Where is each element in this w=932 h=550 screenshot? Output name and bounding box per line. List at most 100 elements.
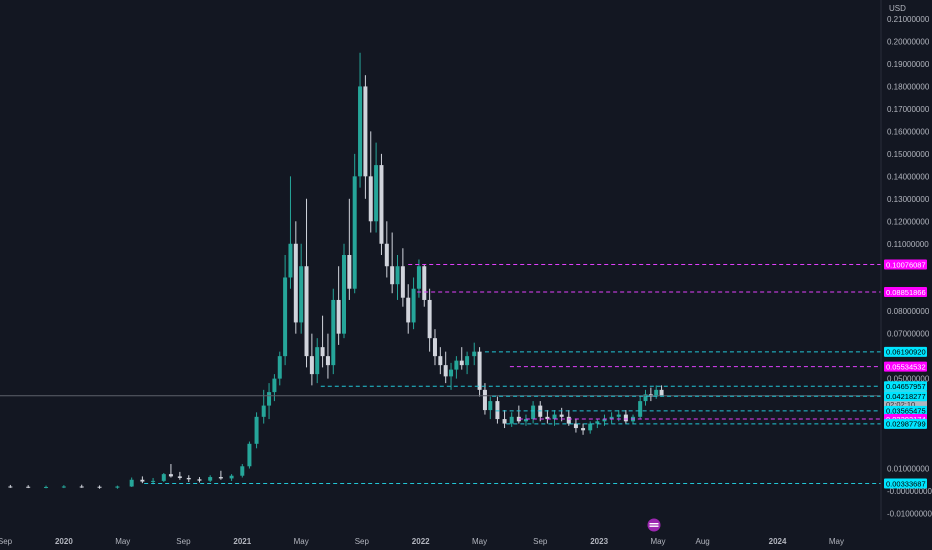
y-tick-label: 0.08000000	[887, 307, 930, 316]
candle-body	[643, 394, 648, 402]
candle-body	[79, 486, 84, 488]
candle-body	[288, 243, 293, 278]
candle-52	[400, 248, 405, 307]
candle-82	[588, 421, 593, 434]
x-tick-label: 2023	[590, 537, 608, 546]
candle-body	[545, 416, 550, 420]
logo-bar-top	[649, 523, 659, 525]
candle-28	[272, 374, 277, 402]
candle-body	[552, 414, 557, 420]
y-tick-label: 0.05000000	[887, 375, 930, 384]
candle-29	[277, 351, 282, 386]
candle-80	[573, 419, 578, 433]
price-badge-4: 0.04657957	[884, 381, 927, 392]
badge-value: 0.03565475	[886, 407, 926, 416]
x-tick-label: Sep	[0, 537, 13, 546]
candle-body	[168, 474, 173, 477]
candle-55	[416, 259, 421, 298]
candle-body	[400, 266, 405, 298]
candle-body	[379, 165, 384, 244]
candle-35	[309, 333, 314, 386]
candle-6	[26, 485, 31, 489]
candle-body	[293, 243, 298, 323]
x-tick-label: May	[294, 537, 309, 546]
candle-90	[643, 389, 648, 406]
price-badge-1: 0.08851866	[884, 287, 927, 298]
candle-body	[465, 356, 470, 366]
y-axis[interactable]: 0.21000000 0.20000000 0.19000000 0.18000000…	[887, 15, 932, 518]
candle-body	[363, 86, 368, 177]
candle-10	[97, 485, 102, 489]
candle-body	[347, 255, 352, 289]
y-tick-label: 0.16000000	[887, 127, 930, 136]
badge-value: 0.02987799	[886, 420, 926, 429]
x-tick-label: May	[472, 537, 487, 546]
x-tick-label: May	[829, 537, 844, 546]
candle-body	[299, 266, 304, 323]
candle-body	[352, 176, 357, 289]
candle-89	[638, 396, 643, 420]
candle-40	[336, 266, 341, 345]
levels-layer	[0, 264, 881, 484]
price-badge-0: 0.10076087	[884, 259, 927, 270]
candle-body	[267, 392, 272, 406]
badge-value: 0.04218277	[886, 392, 926, 401]
candle-body	[566, 416, 571, 424]
candle-36	[315, 338, 320, 384]
x-tick-label: Sep	[355, 537, 370, 546]
candle-81	[581, 423, 586, 435]
candle-body	[161, 474, 166, 481]
candle-body	[97, 486, 102, 488]
candle-body	[44, 486, 49, 488]
candle-76	[545, 410, 550, 424]
price-badges: 0.10076087 0.08851866 0.06190920 0.05534532…	[884, 259, 927, 489]
candle-34	[304, 198, 309, 368]
y-tick-label: 0.17000000	[887, 105, 930, 114]
candle-body	[309, 356, 314, 375]
candle-53	[406, 284, 411, 334]
price-badge-3: 0.05534532	[884, 361, 927, 372]
candle-body	[247, 443, 252, 467]
y-axis-unit-label: USD	[889, 4, 906, 13]
badge-box	[884, 259, 927, 270]
candle-body	[283, 277, 288, 357]
candle-67	[482, 383, 487, 415]
candle-16	[168, 464, 173, 478]
candle-30	[283, 255, 288, 366]
candle-body	[140, 479, 145, 482]
candle-body	[438, 356, 443, 366]
candle-37	[320, 315, 325, 368]
badge-value: 0.00333687	[886, 479, 926, 488]
candle-17	[177, 471, 182, 480]
candle-68	[488, 396, 493, 420]
x-tick-label: 2021	[233, 537, 251, 546]
y-tick-label: -0.01000000	[887, 509, 932, 518]
candle-body	[336, 299, 341, 334]
badge-box	[884, 346, 927, 357]
candle-body	[315, 347, 320, 375]
candle-11	[115, 485, 120, 489]
candle-43	[352, 153, 357, 294]
candle-65	[472, 342, 477, 366]
candle-5	[8, 484, 13, 488]
candle-20	[208, 475, 213, 483]
y-tick-label: 0.19000000	[887, 60, 930, 69]
candle-45	[363, 75, 368, 199]
candle-body	[240, 466, 245, 476]
x-axis[interactable]: Sep 2020 May Sep 2021 May Sep 2022 May Sep 2023 May…	[0, 537, 844, 546]
candle-87	[623, 410, 628, 424]
candle-body	[331, 299, 336, 366]
candle-79	[566, 410, 571, 426]
badge-box	[884, 478, 927, 489]
candle-body	[411, 288, 416, 323]
tradingview-logo-icon[interactable]	[647, 518, 661, 532]
candle-50	[390, 232, 395, 294]
candle-body	[477, 351, 482, 390]
y-tick-label: 0.14000000	[887, 172, 930, 181]
logo-bar-bottom	[649, 525, 659, 527]
y-tick-label: -0.00000000	[887, 487, 932, 496]
candle-body	[218, 477, 223, 479]
